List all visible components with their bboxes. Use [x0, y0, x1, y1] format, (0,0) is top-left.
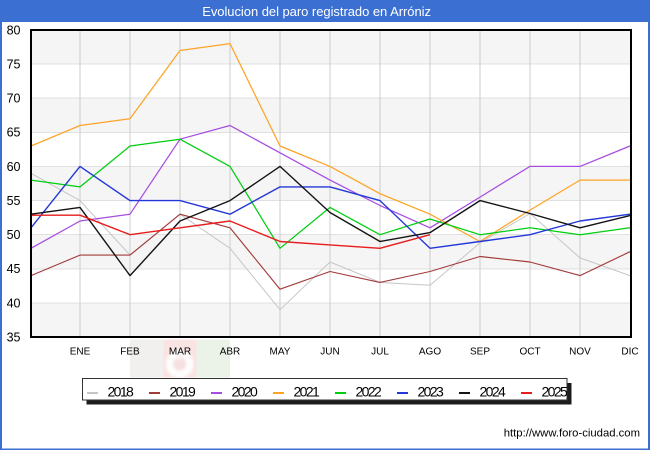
- svg-text:2025: 2025: [542, 383, 569, 399]
- svg-text:AGO: AGO: [419, 347, 441, 358]
- svg-text:70: 70: [7, 92, 21, 106]
- svg-text:2022: 2022: [356, 383, 383, 399]
- svg-text:35: 35: [7, 330, 21, 344]
- svg-text:2024: 2024: [480, 383, 507, 399]
- svg-text:MAR: MAR: [169, 347, 191, 358]
- svg-text:55: 55: [7, 194, 21, 208]
- svg-text:80: 80: [7, 23, 21, 37]
- svg-text:http://www.foro-ciudad.com: http://www.foro-ciudad.com: [504, 427, 640, 439]
- svg-text:ENE: ENE: [70, 347, 91, 358]
- svg-text:2018: 2018: [108, 383, 135, 399]
- svg-text:Evolucion del paro registrado: Evolucion del paro registrado en Arróniz: [202, 4, 431, 19]
- svg-text:ABR: ABR: [220, 347, 241, 358]
- svg-text:2020: 2020: [232, 383, 259, 399]
- svg-text:60: 60: [7, 160, 21, 174]
- svg-text:2019: 2019: [170, 383, 197, 399]
- svg-text:65: 65: [7, 126, 21, 140]
- svg-text:OCT: OCT: [519, 347, 540, 358]
- svg-text:JUN: JUN: [320, 347, 339, 358]
- svg-text:2023: 2023: [418, 383, 445, 399]
- svg-text:FEB: FEB: [120, 347, 140, 358]
- svg-text:45: 45: [7, 262, 21, 276]
- svg-text:MAY: MAY: [270, 347, 291, 358]
- svg-text:75: 75: [7, 58, 21, 72]
- svg-text:DIC: DIC: [621, 347, 638, 358]
- svg-text:40: 40: [7, 296, 21, 310]
- svg-text:SEP: SEP: [470, 347, 490, 358]
- svg-text:2021: 2021: [294, 383, 321, 399]
- svg-text:NOV: NOV: [569, 347, 591, 358]
- svg-text:50: 50: [7, 228, 21, 242]
- svg-text:JUL: JUL: [371, 347, 389, 358]
